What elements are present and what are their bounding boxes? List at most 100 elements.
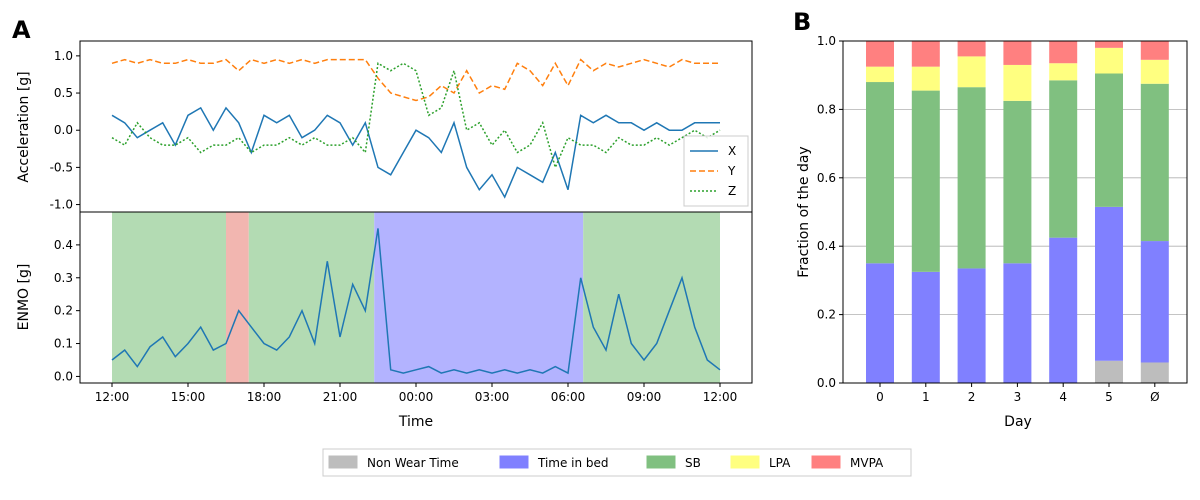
legend-label-y: Y: [727, 164, 736, 178]
y-tick-label: 0.5: [54, 86, 73, 100]
bar-segment-sb: [1003, 100, 1032, 264]
acceleration-lines: [111, 58, 721, 199]
x-tick-label: 4: [1059, 390, 1067, 404]
bar-segment-bed: [1140, 241, 1169, 363]
y-tick-label: 0.8: [817, 102, 836, 116]
y-tick-label: 1.0: [54, 49, 73, 63]
y-tick-label: 0.0: [817, 376, 836, 390]
x-tick-label: 0: [876, 390, 884, 404]
bar-y-ticks: 0.0 0.2 0.4 0.6 0.8 1.0: [817, 34, 843, 390]
y-tick-label: 0.0: [54, 123, 73, 137]
y-tick-label: 0.4: [817, 239, 836, 253]
legend-swatch-nonwear: [328, 455, 358, 469]
x-tick-label: 09:00: [627, 390, 662, 404]
band-sb: [248, 212, 375, 383]
bar-segment-mvpa: [911, 41, 940, 67]
bar-segment-bed: [1003, 263, 1032, 383]
fraction-bar-chart: 0.0 0.2 0.4 0.6 0.8 1.0 0 1 2 3 4 5 Ø Fraction of t…: [796, 34, 1188, 430]
y-tick-label: 0.2: [817, 308, 836, 322]
bar-segment-mvpa: [1095, 41, 1123, 48]
y-tick-label: -0.5: [50, 160, 73, 174]
bar-segment-sb: [1049, 80, 1078, 238]
band-sb: [112, 212, 226, 383]
enmo-y-label: ENMO [g]: [16, 264, 32, 331]
bar-segment-nonwear: [1095, 360, 1123, 383]
legend-label-mvpa: MVPA: [850, 456, 884, 470]
x-tick-label: 00:00: [399, 390, 434, 404]
time-x-ticks: 12:00 15:00 18:00 21:00 00:00 03:00 06:00 09:00…: [95, 383, 738, 404]
enmo-y-ticks: 0.0 0.1 0.2 0.3 0.4: [54, 238, 80, 383]
band-bed: [374, 212, 584, 383]
bar-segment-lpa: [1140, 59, 1169, 84]
x-tick-label: 12:00: [95, 390, 130, 404]
y-tick-label: 0.3: [54, 271, 73, 285]
bar-segment-bed: [957, 268, 986, 383]
bar-segment-mvpa: [1049, 41, 1078, 64]
bar-segment-sb: [866, 82, 894, 264]
time-x-label: Time: [398, 414, 433, 430]
bar-segment-lpa: [866, 66, 894, 83]
bar-segment-sb: [957, 87, 986, 269]
y-tick-label: 1.0: [817, 34, 836, 48]
x-tick-label: 03:00: [475, 390, 510, 404]
bar-segment-lpa: [1095, 47, 1123, 74]
activity-bands: [112, 212, 720, 383]
y-tick-label: 0.6: [817, 171, 836, 185]
band-sb: [583, 212, 720, 383]
legend-label-lpa: LPA: [769, 456, 791, 470]
legend-label-z: Z: [728, 184, 736, 198]
y-tick-label: 0.4: [54, 238, 73, 252]
legend-label-x: X: [728, 144, 736, 158]
activity-legend: Non Wear Time Time in bed SB LPA MVPA: [322, 448, 912, 477]
bar-marks: [866, 41, 1169, 383]
y-tick-label: -1.0: [50, 198, 73, 212]
x-tick-label: 3: [1014, 390, 1022, 404]
x-tick-label: 18:00: [247, 390, 282, 404]
bar-segment-sb: [1140, 83, 1169, 242]
panel-label-b: B: [793, 8, 811, 36]
panel-label-a: A: [12, 16, 31, 44]
bar-x-label: Day: [1004, 414, 1032, 430]
bar-segment-mvpa: [1140, 41, 1169, 60]
bar-segment-mvpa: [866, 41, 894, 67]
x-tick-label: 12:00: [703, 390, 738, 404]
bar-segment-sb: [911, 90, 940, 272]
legend-swatch-sb: [646, 455, 676, 469]
x-tick-label: 1: [922, 390, 930, 404]
x-tick-label: 15:00: [171, 390, 206, 404]
legend-swatch-lpa: [730, 455, 760, 469]
series-line-enmo: [111, 228, 721, 375]
y-tick-label: 0.2: [54, 304, 73, 318]
bar-y-label: Fraction of the day: [796, 146, 812, 277]
y-tick-label: 0.0: [54, 369, 73, 383]
y-tick-label: 0.1: [54, 337, 73, 351]
x-tick-label: 06:00: [551, 390, 586, 404]
bar-segment-lpa: [957, 56, 986, 88]
bar-segment-lpa: [911, 66, 940, 91]
x-tick-label: Ø: [1150, 390, 1159, 404]
acceleration-y-label: Acceleration [g]: [16, 71, 32, 182]
acceleration-plot: -1.0 -0.5 0.0 0.5 1.0 Acceleration [g] XYZ: [16, 40, 753, 213]
enmo-plot: 0.0 0.1 0.2 0.3 0.4 12:00 15:00 18:00 21:00 00:0…: [16, 211, 753, 430]
bar-x-ticks: 0 1 2 3 4 5 Ø: [876, 383, 1160, 404]
legend-label-bed: Time in bed: [537, 456, 609, 470]
bar-segment-bed: [866, 263, 894, 383]
series-line-y: [111, 58, 720, 102]
series-line-x: [111, 106, 720, 199]
bar-segment-nonwear: [1140, 362, 1169, 383]
bar-segment-sb: [1095, 73, 1123, 207]
x-tick-label: 5: [1105, 390, 1113, 404]
bar-segment-mvpa: [957, 41, 986, 57]
enmo-lines: [111, 228, 721, 375]
bar-segment-lpa: [1049, 63, 1078, 81]
legend-swatch-mvpa: [811, 455, 841, 469]
x-tick-label: 2: [968, 390, 976, 404]
bar-segment-lpa: [1003, 64, 1032, 101]
acceleration-y-ticks: -1.0 -0.5 0.0 0.5 1.0: [50, 49, 80, 212]
enmo-frame: [79, 211, 753, 384]
bar-segment-bed: [1049, 237, 1078, 383]
legend-label-sb: SB: [685, 456, 701, 470]
bar-segment-bed: [1095, 206, 1123, 361]
x-tick-label: 21:00: [323, 390, 358, 404]
